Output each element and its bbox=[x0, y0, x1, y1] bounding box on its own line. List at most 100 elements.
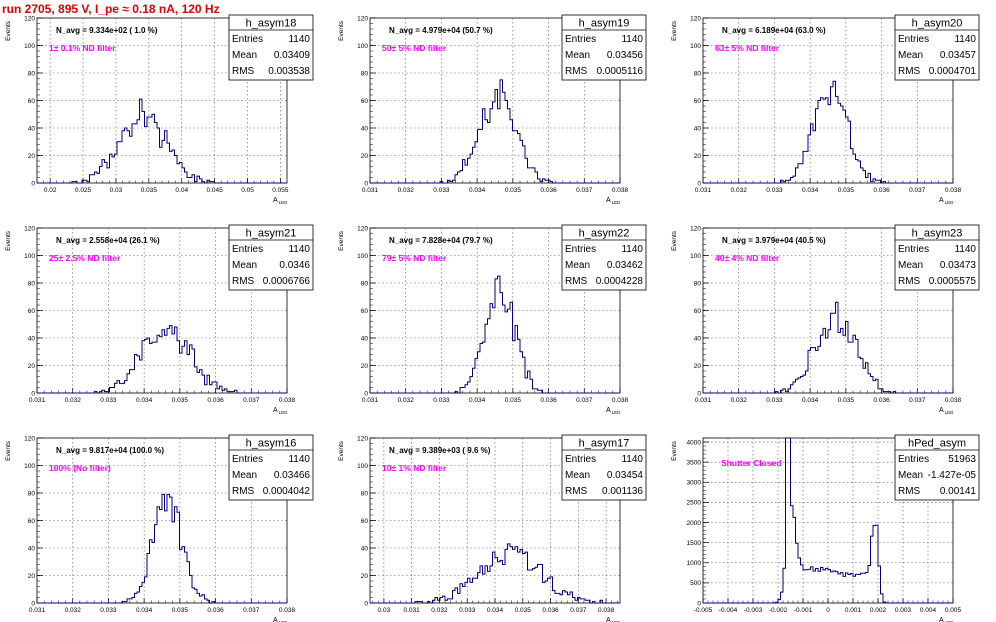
y-axis-title: Events bbox=[5, 20, 12, 41]
x-tick-label: 0.033 bbox=[433, 187, 450, 194]
y-tick-label: 40 bbox=[28, 125, 36, 132]
stats-value: 0.00141 bbox=[940, 486, 977, 497]
y-axis-title: Events bbox=[671, 440, 678, 461]
y-tick-label: 120 bbox=[357, 15, 368, 22]
x-tick-label: 0.036 bbox=[207, 397, 224, 404]
x-tick-label: 0.032 bbox=[65, 397, 82, 404]
stats-label: RMS bbox=[565, 66, 588, 77]
x-tick-label: 0.001 bbox=[845, 607, 862, 614]
stats-label: Mean bbox=[565, 470, 590, 481]
stats-box bbox=[894, 434, 980, 501]
y-axis-title: Events bbox=[338, 230, 345, 251]
stats-label: Entries bbox=[565, 454, 596, 465]
y-tick-label: 120 bbox=[357, 435, 368, 442]
stats-value: 1140 bbox=[621, 244, 643, 255]
x-axis-title: ALED bbox=[273, 407, 288, 415]
stats-value: 0.0006766 bbox=[263, 276, 311, 287]
y-axis-title: Events bbox=[671, 230, 678, 251]
filter-note: 63± 5% ND filter bbox=[715, 43, 780, 53]
histogram-panel-h_asym22: 0.031 0.032 0.033 0.034 0.035 0.036 0.037 0.038… bbox=[338, 224, 647, 415]
stats-label: Mean bbox=[898, 470, 923, 481]
x-tick-label: 0.032 bbox=[398, 397, 415, 404]
x-tick-label: -0.004 bbox=[719, 607, 738, 614]
y-axis-title: Events bbox=[338, 20, 345, 41]
x-tick-label: 0.038 bbox=[279, 607, 296, 614]
x-tick-label: 0.036 bbox=[873, 187, 890, 194]
x-tick-label: 0.035 bbox=[172, 607, 189, 614]
x-tick-label: 0.034 bbox=[136, 607, 153, 614]
stats-value: 1140 bbox=[621, 454, 643, 465]
x-tick-label: 0.034 bbox=[802, 397, 819, 404]
x-tick-label: 0.037 bbox=[576, 397, 593, 404]
y-tick-label: 0 bbox=[697, 600, 701, 607]
x-tick-label: 0.035 bbox=[515, 607, 532, 614]
x-tick-label: 0.037 bbox=[243, 397, 260, 404]
x-tick-label: 0.032 bbox=[731, 397, 748, 404]
y-tick-label: 40 bbox=[694, 335, 702, 342]
navg-label: N_avg = 7.828e+04 (79.7 %) bbox=[389, 236, 493, 245]
x-tick-label: 0.05 bbox=[241, 187, 254, 194]
y-tick-label: 120 bbox=[24, 15, 35, 22]
histogram-panel-h_asym18: 0.02 0.025 0.03 0.035 0.04 0.045 0.05 0.055 0 20 4… bbox=[5, 14, 314, 205]
x-tick-label: -0.003 bbox=[744, 607, 763, 614]
stats-title: h_asym20 bbox=[912, 18, 963, 30]
x-tick-label: 0.037 bbox=[243, 607, 260, 614]
x-tick-label: 0.034 bbox=[469, 397, 486, 404]
x-tick-label: 0.003 bbox=[895, 607, 912, 614]
x-tick-label: 0.035 bbox=[505, 397, 522, 404]
y-tick-label: 80 bbox=[28, 280, 36, 287]
x-axis-title: ALED bbox=[273, 197, 288, 205]
histogram-series bbox=[37, 98, 287, 184]
histogram-series bbox=[370, 79, 620, 184]
x-axis-title: ALED bbox=[939, 197, 954, 205]
y-tick-label: 100 bbox=[24, 253, 35, 260]
stats-box bbox=[894, 224, 980, 291]
stats-value: 51963 bbox=[948, 454, 976, 465]
stats-value: 0.03454 bbox=[607, 470, 644, 481]
stats-value: 1140 bbox=[954, 244, 976, 255]
x-tick-label: 0.036 bbox=[873, 397, 890, 404]
y-tick-label: 120 bbox=[24, 435, 35, 442]
x-tick-label: 0.032 bbox=[65, 607, 82, 614]
navg-label: N_avg = 9.389e+03 ( 9.6 %) bbox=[389, 446, 491, 455]
y-tick-label: 80 bbox=[28, 490, 36, 497]
stats-label: Entries bbox=[565, 244, 596, 255]
y-tick-label: 0 bbox=[31, 600, 35, 607]
stats-label: Entries bbox=[232, 34, 263, 45]
y-tick-label: 20 bbox=[28, 573, 36, 580]
stats-value: 0.0005575 bbox=[929, 276, 977, 287]
stats-title: h_asym16 bbox=[246, 438, 297, 450]
filter-note: 100% (No filter) bbox=[49, 463, 111, 473]
x-tick-label: 0.036 bbox=[207, 607, 224, 614]
stats-value: -1.427e-05 bbox=[928, 470, 977, 481]
stats-label: Mean bbox=[565, 260, 590, 271]
stats-title: h_asym21 bbox=[246, 228, 297, 240]
y-tick-label: 100 bbox=[690, 43, 701, 50]
y-tick-label: 40 bbox=[28, 545, 36, 552]
x-tick-label: 0.033 bbox=[766, 187, 783, 194]
y-tick-label: 3000 bbox=[687, 480, 702, 487]
filter-note: 10± 1% ND filter bbox=[382, 463, 447, 473]
x-tick-label: 0.038 bbox=[279, 397, 296, 404]
stats-label: Entries bbox=[898, 454, 929, 465]
histogram-panel-h_asym16: 0.031 0.032 0.033 0.034 0.035 0.036 0.037 0.038… bbox=[5, 434, 314, 622]
y-tick-label: 1000 bbox=[687, 560, 702, 567]
stats-label: RMS bbox=[898, 66, 921, 77]
y-tick-label: 4000 bbox=[687, 439, 702, 446]
navg-label: N_avg = 9.817e+04 (100.0 %) bbox=[56, 446, 164, 455]
x-tick-label: 0.032 bbox=[431, 607, 448, 614]
x-tick-label: 0.035 bbox=[141, 187, 158, 194]
x-tick-label: 0.033 bbox=[100, 607, 117, 614]
stats-label: Mean bbox=[232, 50, 257, 61]
y-tick-label: 80 bbox=[694, 280, 702, 287]
y-axis-title: Events bbox=[5, 230, 12, 251]
stats-label: Mean bbox=[232, 470, 257, 481]
histogram-series bbox=[703, 301, 953, 394]
stats-value: 0.03456 bbox=[607, 50, 644, 61]
stats-label: Mean bbox=[898, 50, 923, 61]
x-tick-label: 0.031 bbox=[404, 607, 421, 614]
x-tick-label: 0.02 bbox=[44, 187, 57, 194]
run-header: run 2705, 895 V, I_pe ≈ 0.18 nA, 120 Hz bbox=[2, 2, 220, 16]
y-tick-label: 0 bbox=[697, 390, 701, 397]
x-tick-label: 0.031 bbox=[695, 397, 712, 404]
